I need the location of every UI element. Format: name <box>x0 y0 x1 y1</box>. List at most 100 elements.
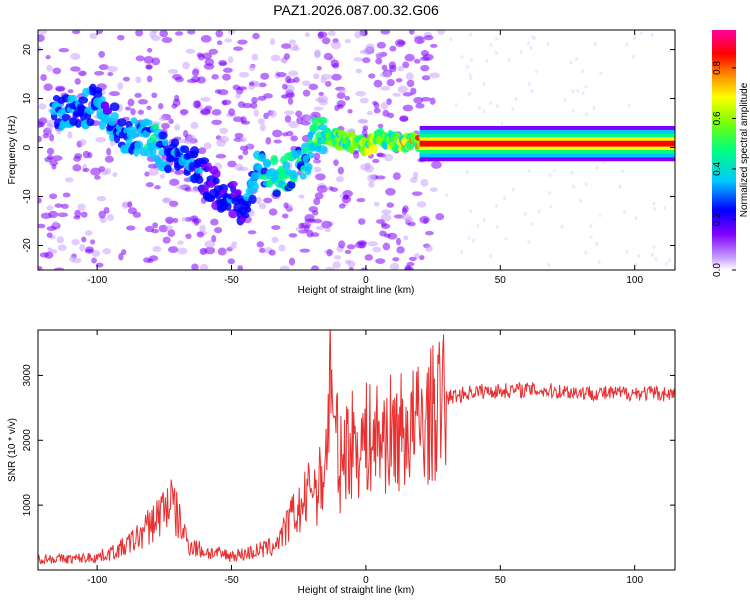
spectrogram-noise-blob <box>188 134 196 140</box>
spectrogram-noise-blob <box>215 153 227 159</box>
spectrogram-noise-blob <box>208 48 218 55</box>
spectrogram-noise-blob <box>151 228 160 234</box>
spectrogram-noise-blob <box>381 209 392 215</box>
spectrogram-noise-blob <box>380 213 392 222</box>
spectrogram-noise-blob <box>239 137 247 143</box>
spectrogram-noise-blob <box>265 137 272 145</box>
spectrogram-noise-blob <box>579 198 583 203</box>
spectrogram-noise-blob <box>185 233 192 239</box>
spectrogram-noise-blob <box>132 211 142 218</box>
spectrogram-noise-blob <box>122 76 130 82</box>
spectrogram-noise-blob <box>334 104 340 112</box>
spectrogram-noise-blob <box>302 89 311 97</box>
spectrogram-noise-blob <box>200 35 212 43</box>
spectrogram-noise-blob <box>344 249 352 254</box>
spectrogram-noise-blob <box>413 96 424 104</box>
spectrogram-noise-blob <box>425 245 433 252</box>
spectrogram-noise-blob <box>172 217 179 224</box>
spectrogram-noise-blob <box>210 218 219 226</box>
spectrogram-noise-blob <box>382 71 392 78</box>
spectrogram-noise-blob <box>503 196 507 201</box>
spectrogram-noise-blob <box>46 205 54 211</box>
spectrogram-noise-blob <box>384 153 394 162</box>
spectrogram-ridge-blob <box>130 128 138 139</box>
spectrogram-noise-blob <box>231 241 238 247</box>
spectrogram-noise-blob <box>482 109 486 114</box>
spectrogram-noise-blob <box>134 92 142 98</box>
spectrogram-x-ticks: -100 -50 0 50 100 <box>87 30 643 286</box>
spectrogram-noise-blob <box>177 247 188 255</box>
spectrogram-noise-blob <box>489 42 493 47</box>
spectrogram-noise-blob <box>162 197 173 203</box>
spectrogram-noise-blob <box>52 221 59 227</box>
spectrogram-noise-blob <box>549 204 553 209</box>
spectrogram-noise-blob <box>56 236 64 244</box>
spectrogram-noise-blob <box>366 110 373 116</box>
spectrogram-ridge-blob <box>110 112 119 121</box>
spectrogram-noise-blob <box>589 224 593 229</box>
spectrogram-noise-blob <box>38 45 42 53</box>
spectrogram-noise-blob <box>469 76 473 81</box>
spectrogram-noise-blob <box>46 64 53 72</box>
spectrogram-noise-blob <box>172 73 182 80</box>
spectrogram-noise-blob <box>477 105 481 110</box>
spectrogram-noise-blob <box>347 108 353 114</box>
y-tick-label: 2000 <box>22 429 33 452</box>
spectrogram-noise-blob <box>469 58 473 63</box>
spectrogram-noise-blob <box>410 87 417 95</box>
spectrogram-noise-blob <box>94 175 101 180</box>
spectrogram-noise-blob <box>421 75 431 81</box>
spectrogram-noise-blob <box>650 32 654 37</box>
x-tick-label: 100 <box>626 575 643 586</box>
spectrogram-noise-blob <box>177 240 184 245</box>
spectrogram-noise-blob <box>147 47 153 53</box>
spectrogram-noise-blob <box>397 85 408 94</box>
spectrogram-noise-blob <box>569 60 573 65</box>
spectrogram-noise-blob <box>530 89 534 94</box>
spectrogram-noise-blob <box>376 219 385 224</box>
spectrogram-noise-blob <box>169 200 179 207</box>
spectrogram-noise-blob <box>631 54 635 59</box>
spectrogram-noise-blob <box>306 229 314 238</box>
spectrogram-noise-blob <box>593 42 597 47</box>
spectrogram-noise-blob <box>51 155 63 161</box>
spectrogram-noise-blob <box>137 99 148 105</box>
spectrogram-noise-blob <box>529 45 533 50</box>
spectrogram-noise-blob <box>145 64 152 70</box>
spectrogram-noise-blob <box>263 112 269 120</box>
y-tick-label: -20 <box>22 238 33 253</box>
spectrogram-noise-blob <box>382 242 391 251</box>
spectrogram-noise-blob <box>154 185 161 190</box>
spectrogram-noise-blob <box>167 229 176 238</box>
colorbar-tick-label: 0.6 <box>712 111 723 125</box>
spectrogram-ridge-blob <box>144 119 153 126</box>
spectrogram-noise-blob <box>380 86 391 91</box>
spectrogram-noise-blob <box>429 97 436 105</box>
spectrogram-noise-blob <box>165 216 174 224</box>
spectrogram-noise-blob <box>389 262 400 270</box>
spectrogram-noise-blob <box>211 108 222 116</box>
spectrogram-ridge-blob <box>158 131 168 140</box>
spectrogram-noise-blob <box>268 208 278 216</box>
spectrogram-noise-blob <box>67 89 74 94</box>
spectrogram-noise-blob <box>420 96 431 102</box>
spectrogram-noise-blob <box>48 210 58 219</box>
spectrogram-noise-blob <box>303 224 310 232</box>
spectrogram-noise-blob <box>595 241 599 246</box>
spectrogram-noise-blob <box>120 249 127 255</box>
spectrogram-noise-blob <box>94 70 105 76</box>
spectrogram-noise-blob <box>85 246 94 253</box>
spectrogram-noise-blob <box>584 182 588 187</box>
spectrogram-ridge-blob <box>299 172 307 180</box>
spectrogram-noise-blob <box>98 64 109 71</box>
spectrogram-noise-blob <box>112 172 118 178</box>
spectrogram-ridge-blob <box>199 157 210 165</box>
spectrogram-noise-blob <box>151 57 161 66</box>
spectrogram-noise-blob <box>71 30 81 35</box>
spectrogram-noise-blob <box>581 91 585 96</box>
spectrogram-ridge-blob <box>211 169 221 179</box>
spectrogram-ridge-blob <box>304 165 312 176</box>
spectrogram-noise-blob <box>386 202 395 208</box>
spectrogram-noise-blob <box>237 265 244 270</box>
spectrogram-noise-blob <box>126 225 136 231</box>
